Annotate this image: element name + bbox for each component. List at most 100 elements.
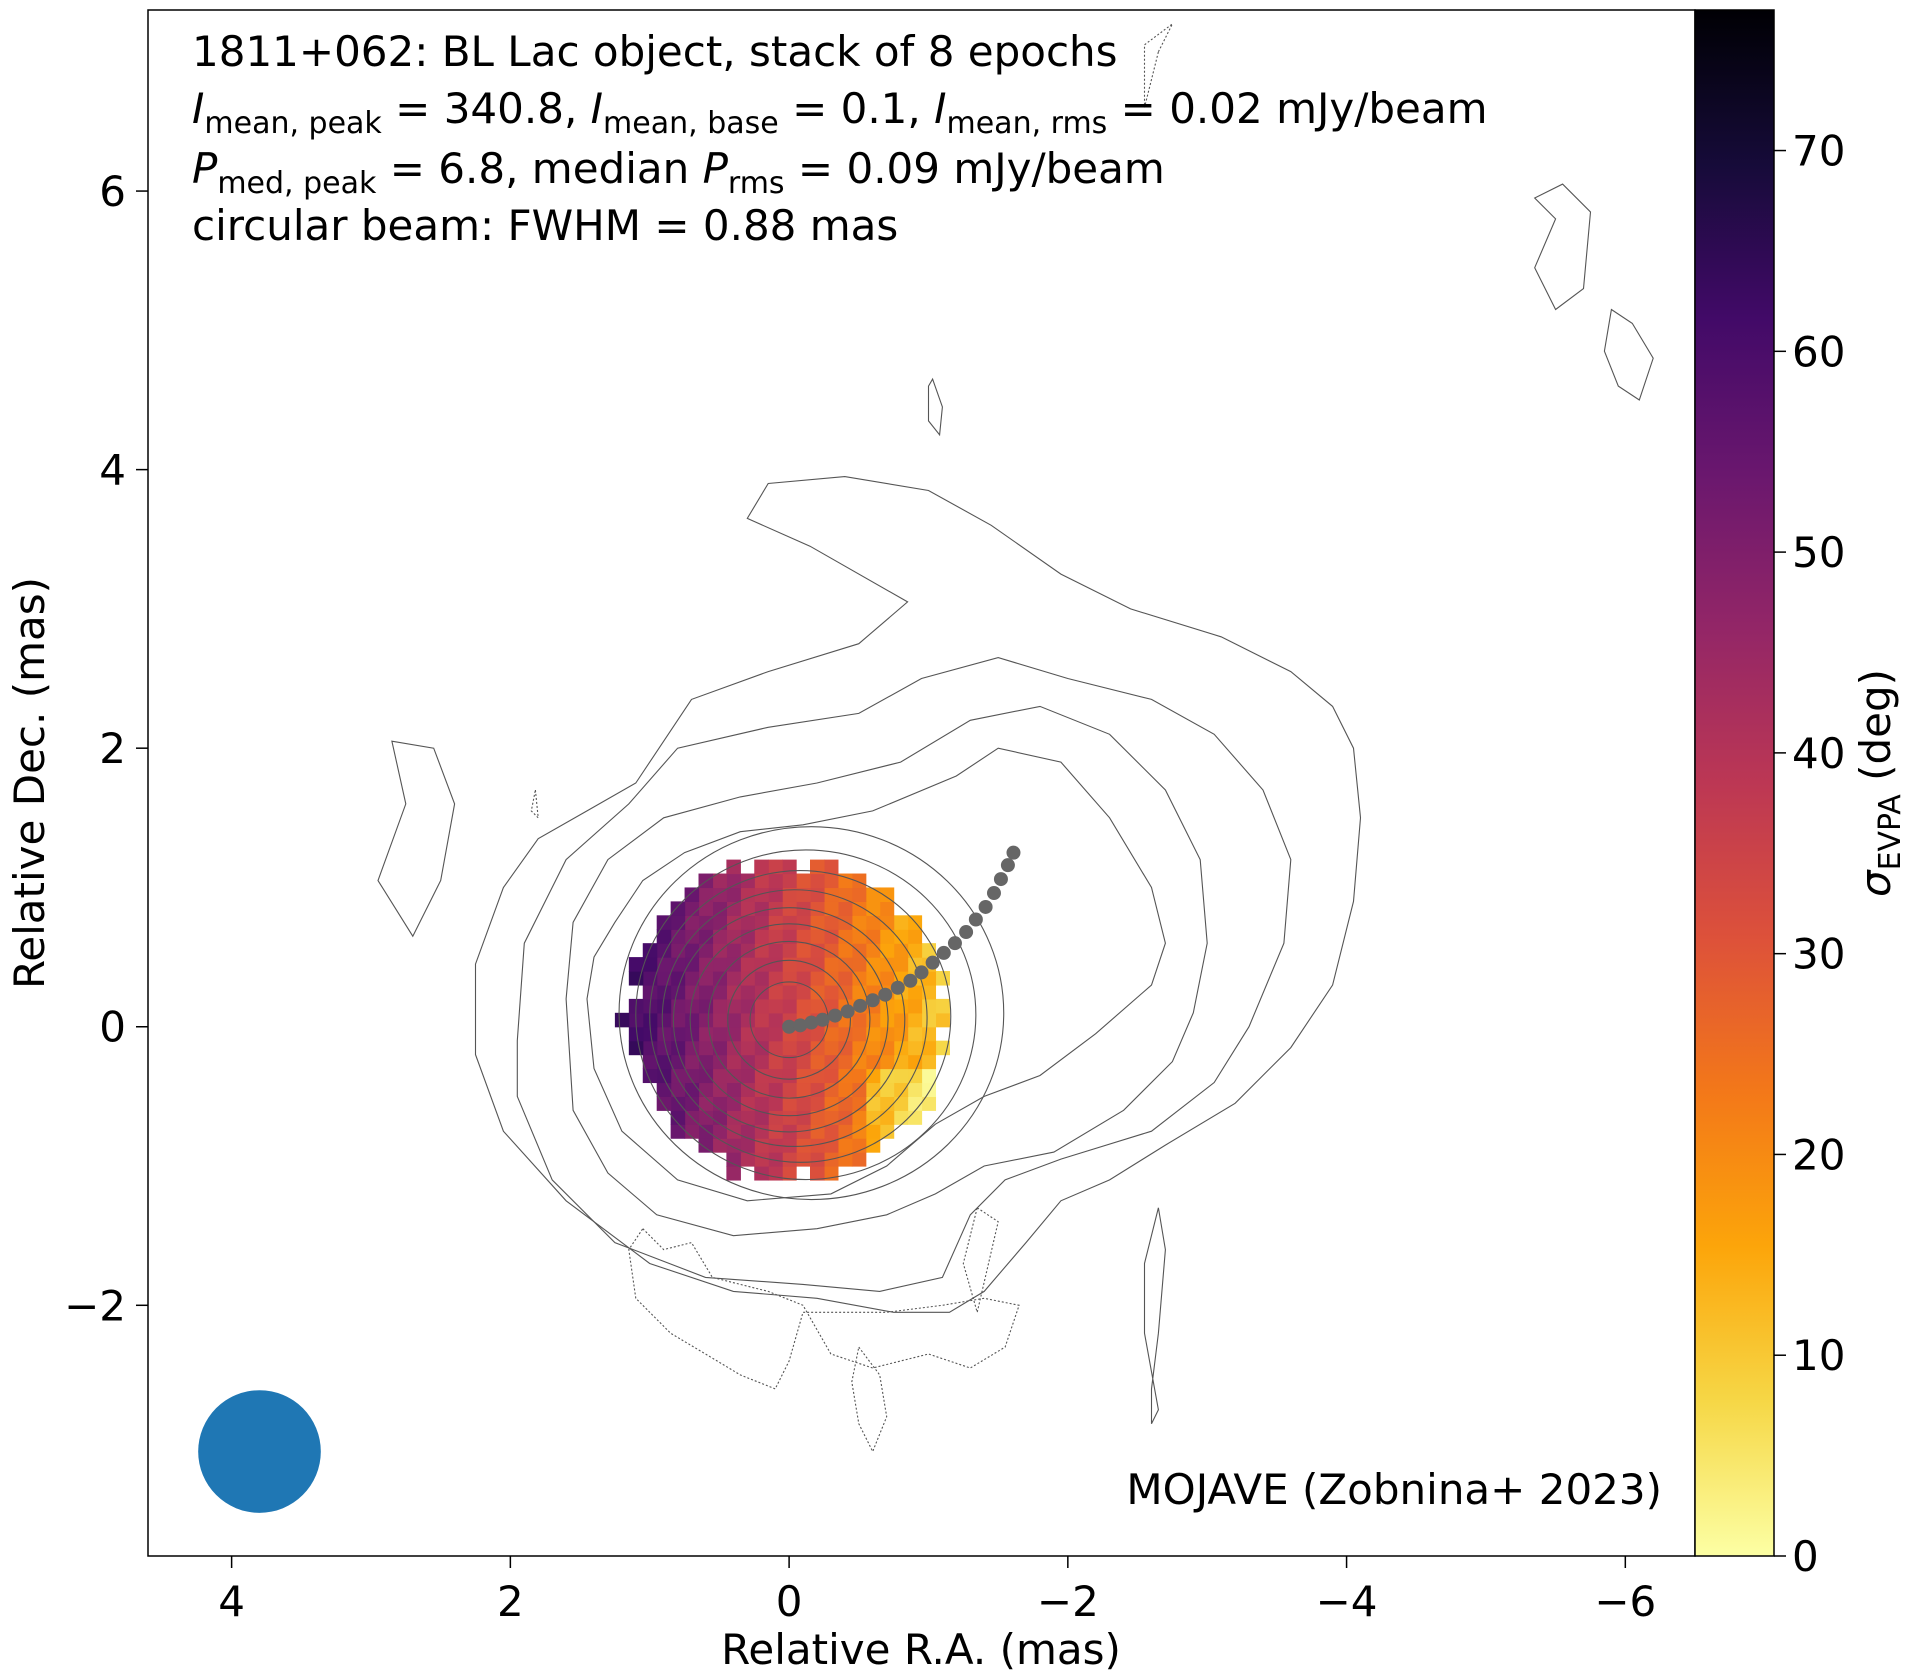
heatmap-pixel <box>754 1026 769 1042</box>
heatmap-pixel <box>754 1110 769 1125</box>
heatmap-pixel <box>670 929 686 944</box>
heatmap-pixel <box>670 943 686 958</box>
heatmap-pixel <box>810 1110 825 1125</box>
heatmap-pixel <box>712 1082 727 1097</box>
heatmap-pixel <box>782 1068 797 1084</box>
heatmap-pixel <box>726 1152 741 1167</box>
heatmap-pixel <box>712 971 727 986</box>
heatmap-pixel <box>754 1082 769 1097</box>
heatmap-pixel <box>768 873 783 889</box>
heatmap-pixel <box>768 1152 783 1167</box>
heatmap-pixel <box>851 929 867 944</box>
heatmap-pixel <box>935 971 950 986</box>
ridgeline-point <box>914 965 929 980</box>
contour-island <box>1143 1207 1166 1424</box>
heatmap-pixel <box>712 929 727 944</box>
heatmap-pixel <box>823 915 839 930</box>
heatmap-pixel <box>712 1040 727 1056</box>
heatmap-pixel <box>823 971 839 986</box>
heatmap-pixel <box>865 1124 881 1139</box>
heatmap-pixel <box>754 971 769 986</box>
heatmap-pixel <box>782 1152 797 1167</box>
heatmap-pixel <box>740 1110 755 1125</box>
ridgeline-point <box>1000 858 1015 873</box>
heatmap-pixel <box>851 1152 867 1167</box>
heatmap-pixel <box>823 1138 839 1153</box>
heatmap-pixel <box>684 1124 700 1139</box>
heatmap-pixel <box>670 1110 686 1125</box>
ridgeline-point <box>947 936 962 951</box>
heatmap-pixel <box>851 1068 867 1084</box>
heatmap-pixel <box>865 887 881 902</box>
heatmap-pixel <box>726 901 741 916</box>
heatmap-pixel <box>796 1054 811 1070</box>
heatmap-pixel <box>796 971 811 986</box>
ridgeline-point <box>878 987 893 1002</box>
heatmap-pixel <box>712 943 727 958</box>
heatmap-pixel <box>768 998 783 1014</box>
heatmap-pixel <box>796 873 811 889</box>
heatmap-pixel <box>684 971 700 986</box>
heatmap-pixel <box>726 984 741 1000</box>
ridgeline-point <box>959 925 974 940</box>
heatmap-pixel <box>907 984 923 1000</box>
heatmap-pixel <box>851 1012 867 1028</box>
heatmap-pixel <box>712 1124 727 1139</box>
heatmap-pixel <box>684 943 700 958</box>
heatmap-pixel <box>796 1040 811 1056</box>
colorbar-tick-label: 20 <box>1792 1130 1845 1179</box>
heatmap-pixel <box>656 1040 672 1056</box>
heatmap-pixel <box>782 901 797 916</box>
heatmap-pixel <box>921 1068 937 1084</box>
heatmap-pixel <box>712 1068 727 1084</box>
heatmap-pixel <box>810 929 825 944</box>
heatmap-pixel <box>726 957 741 972</box>
heatmap-pixel <box>740 1138 755 1153</box>
heatmap-pixel <box>837 1096 853 1111</box>
heatmap-pixel <box>837 971 853 986</box>
heatmap-pixel <box>684 957 700 972</box>
heatmap-pixel <box>851 1082 867 1097</box>
heatmap-pixel <box>768 915 783 930</box>
heatmap-pixel <box>893 943 909 958</box>
heatmap-pixel <box>712 998 727 1014</box>
heatmap-pixel <box>796 915 811 930</box>
y-tick-label: 6 <box>99 167 126 216</box>
heatmap-pixel <box>851 873 867 889</box>
heatmap-pixel <box>782 998 797 1014</box>
heatmap-pixel <box>796 957 811 972</box>
heatmap-pixel <box>851 957 867 972</box>
heatmap-pixel <box>893 915 909 930</box>
heatmap-pixel <box>823 957 839 972</box>
heatmap-pixel <box>879 971 895 986</box>
heatmap-pixel <box>782 943 797 958</box>
contour-island <box>377 740 456 938</box>
heatmap-pixel <box>754 1124 769 1139</box>
heatmap-pixel <box>782 873 797 889</box>
heatmap-pixel <box>810 1124 825 1139</box>
heatmap-pixel <box>796 1110 811 1125</box>
heatmap-pixel <box>698 1082 714 1097</box>
heatmap-pixel <box>810 971 825 986</box>
y-tick-label: 2 <box>99 724 126 773</box>
heatmap-pixel <box>921 1096 937 1111</box>
heatmap-pixel <box>796 1082 811 1097</box>
ridgeline-point <box>903 973 918 988</box>
heatmap-pixel <box>865 1096 881 1111</box>
heatmap-pixel <box>782 1054 797 1070</box>
heatmap-pixel <box>670 1096 686 1111</box>
heatmap-pixel <box>740 915 755 930</box>
contour-ring <box>707 940 871 1099</box>
heatmap-pixel <box>712 1012 727 1028</box>
heatmap-pixel <box>879 1012 895 1028</box>
heatmap-pixel <box>782 1138 797 1153</box>
contour-island <box>1603 308 1654 401</box>
heatmap-pixel <box>837 1152 853 1167</box>
heatmap-pixel <box>642 1040 658 1056</box>
heatmap-pixel <box>656 984 672 1000</box>
heatmap-pixel <box>698 1124 714 1139</box>
heatmap-pixel <box>628 1040 644 1056</box>
contour-ring <box>635 849 977 1181</box>
heatmap-pixel <box>921 1012 937 1028</box>
